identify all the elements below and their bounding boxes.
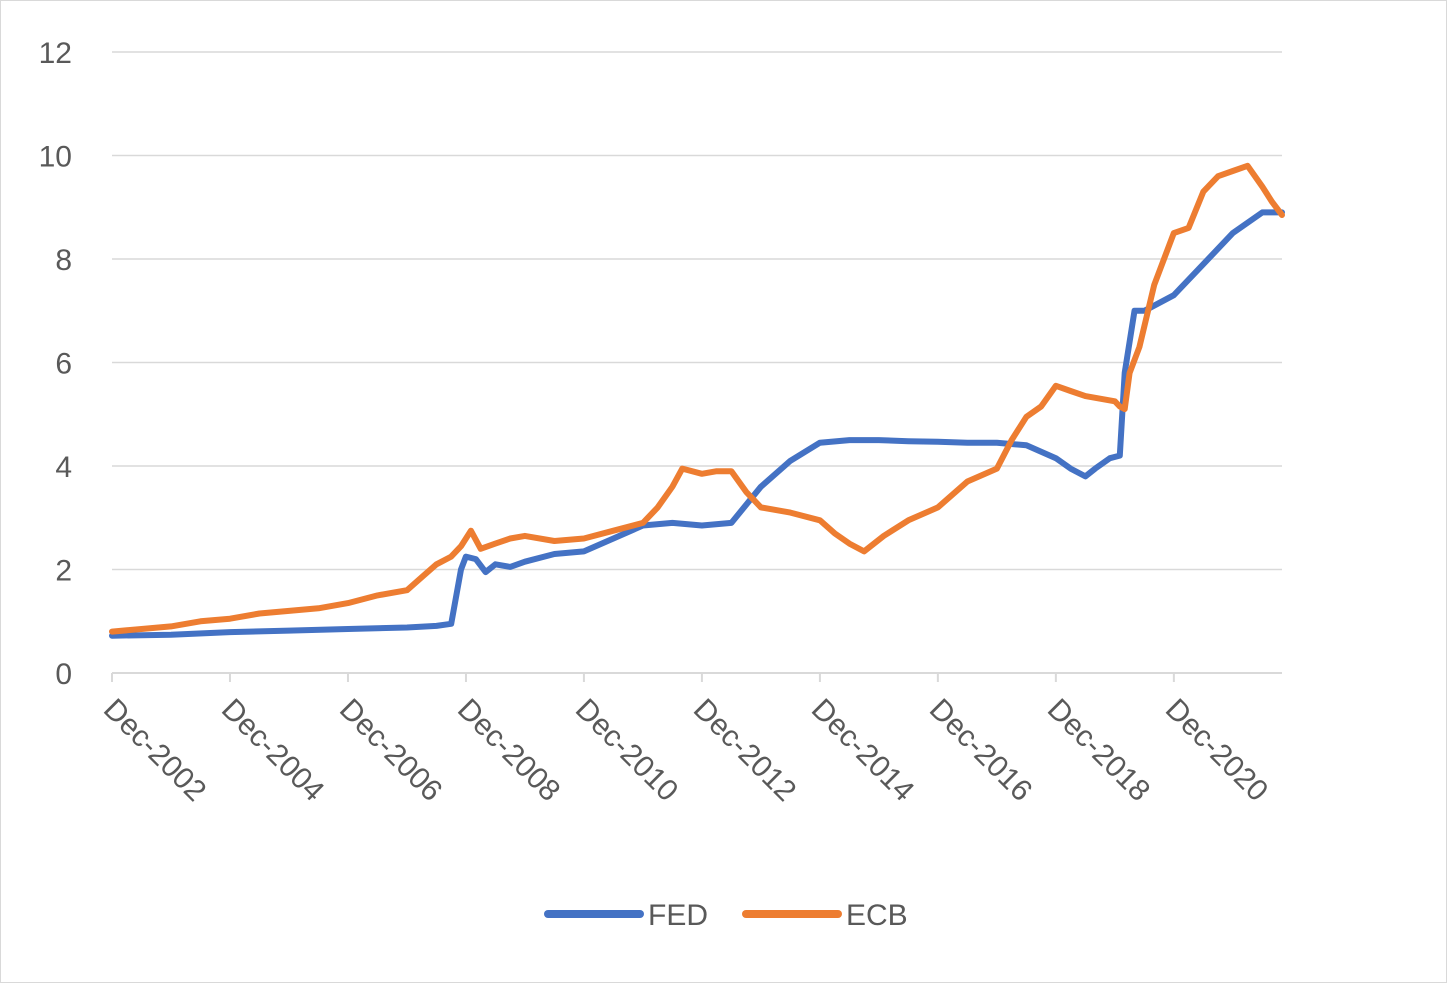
y-axis-ticks: 0 2 4 6 8 10 12 [39, 37, 72, 691]
x-tick-label: Dec-2016 [923, 693, 1038, 808]
series-line-ecb [109, 162, 1285, 635]
series-lines [109, 162, 1285, 639]
x-tick-label: Dec-2006 [333, 693, 448, 808]
x-tick-label: Dec-2008 [451, 693, 566, 808]
y-tick-label: 12 [39, 37, 72, 70]
y-tick-label: 0 [55, 658, 72, 691]
y-tick-label: 6 [55, 348, 72, 381]
legend-label-fed: FED [648, 899, 708, 932]
legend: FED ECB [544, 899, 908, 932]
y-tick-label: 10 [39, 141, 72, 174]
x-axis: Dec-2002 Dec-2004 Dec-2006 Dec-2008 Dec-2010… [97, 672, 1282, 808]
grid-lines [112, 51, 1282, 571]
x-tick-label: Dec-2010 [569, 693, 684, 808]
x-tick-label: Dec-2014 [805, 693, 920, 808]
x-tick-label: Dec-2004 [215, 693, 330, 808]
series-line-fed [109, 209, 1285, 639]
x-tick-label: Dec-2018 [1041, 693, 1156, 808]
x-tick-label: Dec-2012 [687, 693, 802, 808]
y-tick-label: 8 [55, 244, 72, 277]
y-tick-label: 4 [55, 451, 72, 484]
x-tick-label: Dec-2020 [1159, 693, 1274, 808]
y-tick-label: 2 [55, 555, 72, 588]
x-tick-label: Dec-2002 [97, 693, 212, 808]
legend-label-ecb: ECB [846, 899, 908, 932]
